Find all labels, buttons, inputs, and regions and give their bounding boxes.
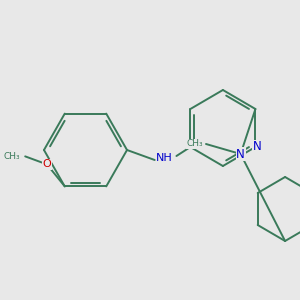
Text: O: O bbox=[43, 159, 51, 170]
Text: N: N bbox=[253, 140, 262, 154]
Text: N: N bbox=[236, 148, 245, 160]
Text: NH: NH bbox=[156, 153, 173, 163]
Text: CH₃: CH₃ bbox=[4, 152, 20, 161]
Text: CH₃: CH₃ bbox=[186, 140, 203, 148]
